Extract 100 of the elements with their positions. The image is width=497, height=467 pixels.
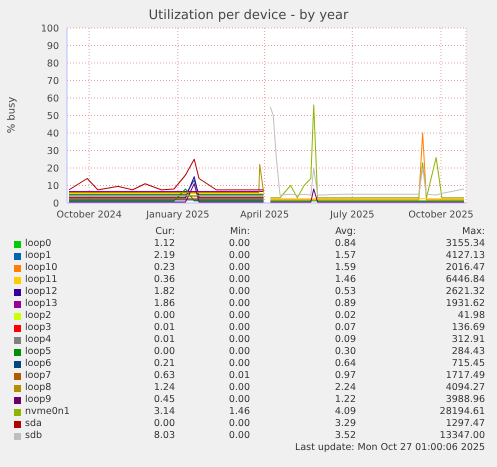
text: 1.82 [152, 286, 175, 297]
text: Max: [461, 226, 485, 237]
text: 0.00 [228, 358, 250, 369]
text: 0.97 [334, 370, 356, 381]
text: 0.00 [228, 394, 250, 405]
y-tick-label: 20 [46, 163, 59, 174]
legend-label: loop13 [25, 298, 58, 309]
text: 0.00 [228, 286, 250, 297]
text: 1.22 [334, 394, 356, 405]
text: 0.00 [228, 310, 250, 321]
y-tick-label: 100 [40, 23, 59, 34]
text: 284.43 [450, 346, 485, 357]
legend-label: loop4 [25, 334, 52, 345]
text: 0.01 [228, 370, 250, 381]
text: 0.00 [228, 298, 250, 309]
x-tick-label: October 2025 [408, 210, 474, 221]
text: 13347.00 [438, 430, 485, 441]
text: 0.23 [152, 262, 175, 273]
text: Last update: Mon Oct 27 01:00:06 2025 [294, 442, 485, 453]
y-tick-label: 90 [46, 40, 59, 52]
text: 0.01 [152, 322, 175, 333]
legend-label: loop1 [25, 250, 52, 261]
text: 1.59 [334, 262, 356, 273]
x-tick-label: July 2025 [329, 210, 374, 221]
text: 1.86 [152, 298, 175, 309]
text: 0.01 [152, 334, 175, 345]
legend-label: loop2 [25, 310, 52, 321]
text: 0.00 [228, 322, 250, 333]
text: 4127.13 [444, 250, 485, 261]
text: 1.24 [152, 382, 175, 393]
legend-label: loop5 [25, 346, 52, 357]
text: 0.00 [228, 262, 250, 273]
y-tick-label: 60 [46, 93, 59, 104]
y-tick-label: 80 [46, 58, 59, 70]
legend-label: sdb [25, 430, 42, 441]
text: 28194.61 [438, 406, 485, 417]
text: 1.46 [228, 406, 250, 417]
text: 0.00 [228, 418, 250, 429]
legend-label: loop8 [25, 382, 52, 393]
text: Min: [228, 226, 250, 237]
y-tick-label: 50 [46, 110, 59, 122]
text: 3.14 [152, 406, 175, 417]
legend-label: nvme0n1 [25, 406, 70, 417]
text: 2621.32 [444, 286, 485, 297]
text: 0.64 [334, 358, 356, 369]
text: 0.00 [228, 238, 250, 249]
text: 0.45 [152, 394, 175, 405]
text: 1.12 [152, 238, 175, 249]
text: 2.24 [334, 382, 356, 393]
text: 0.00 [152, 346, 175, 357]
text: 2.19 [152, 250, 175, 261]
text: 1.46 [334, 274, 356, 285]
legend-label: loop9 [25, 394, 52, 405]
text: 1297.47 [444, 418, 485, 429]
x-tick-label: January 2025 [145, 210, 210, 221]
text: 0.00 [228, 346, 250, 357]
text: 0.63 [152, 370, 175, 381]
text: 0.53 [334, 286, 356, 297]
legend-label: loop3 [25, 322, 52, 333]
text: 715.45 [450, 358, 485, 369]
line-series [68, 158, 264, 190]
line-series [270, 106, 465, 196]
text: 312.91 [450, 334, 485, 345]
text: 0.09 [334, 334, 356, 345]
text: 3.29 [334, 418, 356, 429]
text: 0.84 [334, 238, 356, 249]
text: 6446.84 [444, 274, 485, 285]
y-axis-title: % busy [6, 96, 18, 134]
text: 3988.96 [444, 394, 485, 405]
text: 41.98 [456, 310, 485, 321]
text: 1717.49 [444, 370, 485, 381]
legend-label: loop7 [25, 370, 52, 381]
y-tick-label: 0 [52, 198, 59, 210]
text: 3.52 [334, 430, 356, 441]
legend-label: loop0 [25, 238, 52, 249]
text: 0.00 [152, 310, 175, 321]
text: 2016.47 [444, 262, 485, 273]
text: 1.57 [334, 250, 356, 261]
text: 0.00 [228, 382, 250, 393]
legend-label: loop10 [25, 262, 58, 273]
text: 0.00 [228, 334, 250, 345]
text: 0.00 [228, 430, 250, 441]
text: 1931.62 [444, 298, 485, 309]
legend-label: sda [25, 418, 42, 429]
x-tick-label: April 2025 [240, 210, 290, 221]
text: 3155.34 [444, 238, 485, 249]
text: Cur: [154, 226, 175, 237]
text: 0.00 [228, 250, 250, 261]
text: 4.09 [334, 406, 356, 417]
y-tick-label: 30 [46, 146, 59, 157]
legend-label: loop6 [25, 358, 52, 369]
text: 0.00 [228, 274, 250, 285]
text: 0.21 [152, 358, 175, 369]
text: 0.89 [334, 298, 356, 309]
y-tick-label: 10 [46, 180, 59, 192]
text: 0.30 [334, 346, 356, 357]
text: 0.02 [334, 310, 356, 321]
text: Avg: [334, 226, 356, 237]
legend-label: loop12 [25, 286, 58, 297]
text: 8.03 [152, 430, 175, 441]
